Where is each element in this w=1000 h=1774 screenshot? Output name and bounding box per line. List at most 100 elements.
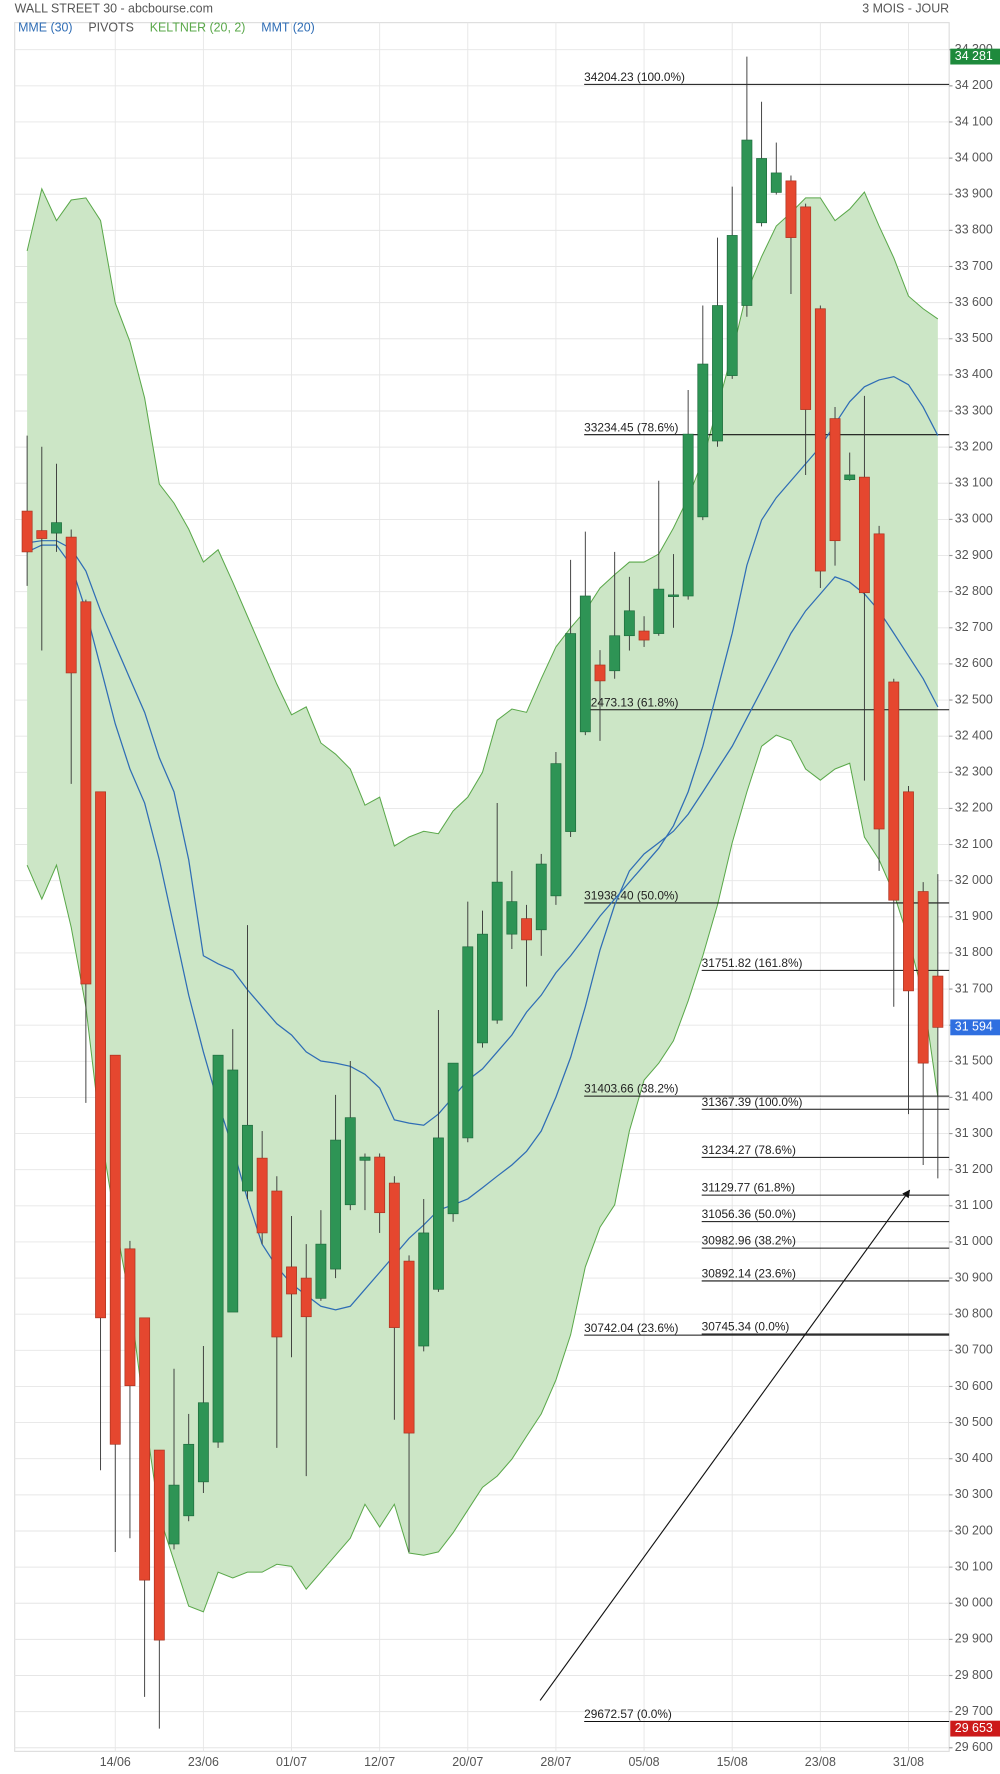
legend-entry: KELTNER (20, 2) [150,21,246,35]
fib-label: 31234.27 (78.6%) [702,1143,796,1157]
candle-body [227,1069,239,1313]
candle-body [623,610,635,637]
y-tick-label: 32 400 [955,728,993,742]
candle-body [51,522,62,534]
x-tick-label: 01/07 [276,1755,307,1769]
candle-body [829,418,841,542]
fib-label: 29672.57 (0.0%) [584,1707,672,1721]
candle-body [21,510,33,553]
y-tick-label: 32 800 [955,584,993,598]
candle-body [903,791,914,992]
candle-body [653,588,665,634]
y-tick-label: 31 400 [955,1090,993,1104]
fib-label: 31751.82 (161.8%) [702,956,803,970]
y-tick-label: 30 100 [955,1559,993,1573]
candle-body [359,1156,371,1161]
candle-body [491,881,503,1021]
candle-body [418,1232,430,1347]
y-tick-label: 33 700 [955,259,993,273]
y-tick-label: 33 900 [955,187,993,201]
y-tick-label: 31 500 [955,1054,993,1068]
y-tick-label: 31 900 [955,909,993,923]
candle-body [726,235,738,376]
candle-body [256,1157,268,1234]
candle-body [535,863,547,931]
y-tick-label: 32 700 [955,620,993,634]
candle-body [785,180,797,238]
y-tick-label: 31 700 [955,981,993,995]
keltner-lower [26,734,939,1613]
candle-body [800,206,812,410]
x-tick-label: 23/08 [805,1755,836,1769]
y-tick-label: 33 600 [955,295,993,309]
y-tick-label: 32 600 [955,656,993,670]
y-tick-label: 30 300 [955,1487,993,1501]
fib-label: 30982.96 (38.2%) [702,1234,796,1248]
price-marker [950,1720,1000,1737]
ma-line [27,375,939,1126]
x-tick-label: 28/07 [540,1755,571,1769]
candle-body [550,763,562,897]
candle-body [565,633,577,832]
candle-body [330,1139,342,1270]
candle-body [95,791,106,1319]
period-label: 3 MOIS - JOUR [862,1,949,15]
y-tick-label: 33 400 [955,367,993,381]
candle-body [462,946,474,1139]
fib-label: 30745.34 (0.0%) [702,1320,790,1334]
x-tick-label: 23/06 [188,1755,219,1769]
x-tick-label: 15/08 [717,1755,748,1769]
y-tick-label: 30 000 [955,1596,993,1610]
candle-body [844,474,856,480]
candle-body [521,918,532,941]
candle-body [932,975,944,1028]
candle-body [756,158,768,224]
candle-body [917,891,929,1064]
y-tick-label: 34 000 [955,150,993,164]
candle-body [153,1449,165,1641]
candle-body [286,1266,297,1295]
candle-body [741,139,753,306]
legend-entry: MMT (20) [261,21,315,35]
y-tick-label: 30 900 [955,1270,993,1284]
fib-label: 31056.36 (50.0%) [702,1207,796,1221]
trend-arrow [539,1189,911,1701]
moving-averages [26,375,939,1311]
x-tick-label: 12/07 [364,1755,395,1769]
y-tick-label: 34 100 [955,114,993,128]
candle-body [80,601,92,985]
x-tick-label: 14/06 [100,1755,131,1769]
y-tick-label: 33 500 [955,331,993,345]
candle-body [242,1124,253,1192]
fib-label: 32473.13 (61.8%) [584,695,678,709]
y-tick-label: 30 700 [955,1343,993,1357]
candle-body [609,635,621,672]
keltner-fill [27,188,938,1612]
candle-body [506,901,518,935]
candle-body [638,630,650,641]
candle-body [697,363,709,518]
candle-body [65,536,77,674]
y-tick-label: 32 500 [955,692,993,706]
ma-line [26,544,939,1311]
candle-body [594,664,606,682]
y-tick-label: 31 300 [955,1126,993,1140]
y-tick-label: 32 100 [955,837,993,851]
y-tick-label: 29 600 [955,1740,993,1754]
candle-body [315,1243,327,1299]
fib-label: 30892.14 (23.6%) [702,1267,796,1281]
candle-body [183,1443,195,1517]
candle-body [770,172,782,193]
axes: 29 600 29 700 29 800 29 900 30 000 30 100 30 2… [100,42,1000,1769]
x-tick-label: 31/08 [893,1755,924,1769]
candle-body [858,476,870,594]
legend-entry: PIVOTS [88,21,134,35]
candles [21,56,944,1729]
fibonacci: 34204.23 (100.0%) 33234.45 (78.6%) 32473.1… [584,70,950,1723]
plot-frame [14,22,950,1752]
price-marker [950,1019,1000,1036]
y-tick-label: 30 400 [955,1451,993,1465]
y-tick-label: 30 200 [955,1523,993,1537]
candle-body [579,595,591,733]
